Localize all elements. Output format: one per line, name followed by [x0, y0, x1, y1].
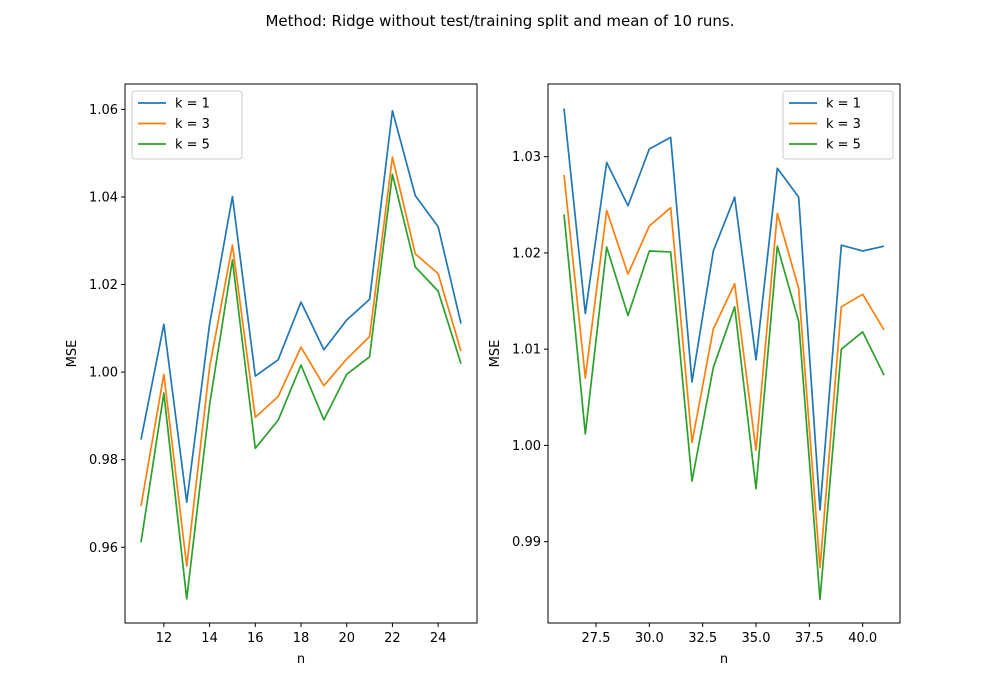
left-legend-label: k = 1 [175, 97, 210, 112]
right-x-tick-label: 37.5 [795, 631, 824, 646]
left-y-tick-label: 1.06 [89, 103, 118, 118]
right-x-tick-label: 40.0 [848, 631, 877, 646]
left-y-tick-label: 1.04 [89, 190, 118, 205]
right-series-line-k3 [563, 174, 885, 569]
right-y-tick-label: 1.02 [512, 246, 541, 261]
right-x-tick-label: 30.0 [635, 631, 664, 646]
left-y-tick-label: 1.02 [89, 278, 118, 293]
left-series-line-k3 [140, 156, 462, 567]
right-y-tick-label: 1.01 [512, 343, 541, 358]
left-x-tick-label: 24 [430, 631, 447, 646]
right-plot-panel: n MSE 27.5 30.0 32.5 35.0 37.5 40.0 0.99 1.00 1.… [488, 83, 901, 667]
right-series-line-k1 [563, 108, 885, 511]
right-y-tick-label: 1.00 [512, 439, 541, 454]
right-x-tick-label: 27.5 [582, 631, 611, 646]
right-x-axis-label: n [720, 652, 728, 667]
right-y-tick-label: 0.99 [512, 535, 541, 550]
left-series-line-k5 [140, 173, 462, 600]
right-series-line-k5 [563, 214, 885, 601]
right-plot-frame [547, 83, 901, 624]
left-x-axis-label: n [297, 652, 305, 667]
right-legend-label: k = 1 [826, 97, 861, 112]
left-plot-frame [124, 83, 478, 624]
left-x-tick-label: 20 [338, 631, 355, 646]
left-y-tick-label: 0.98 [89, 453, 118, 468]
right-legend-box [782, 90, 894, 160]
right-x-tick-label: 35.0 [742, 631, 771, 646]
left-y-tick-label: 1.00 [89, 366, 118, 381]
left-legend-box [131, 90, 243, 160]
right-series-group [563, 108, 885, 601]
left-x-tick-label: 14 [201, 631, 218, 646]
left-tick-group: 12 14 16 18 20 22 24 0.96 0.98 1.00 1.02 1.04 1.06 [89, 103, 446, 646]
right-legend: k = 1 k = 3 k = 5 [782, 90, 894, 160]
left-y-tick-label: 0.96 [89, 541, 118, 556]
right-legend-label: k = 3 [826, 117, 861, 132]
right-tick-group: 27.5 30.0 32.5 35.0 37.5 40.0 0.99 1.00 1.01 1.02… [512, 150, 877, 646]
left-x-tick-label: 18 [293, 631, 310, 646]
left-y-axis-label: MSE [65, 340, 80, 368]
right-y-axis-label: MSE [488, 340, 503, 368]
left-x-tick-label: 22 [384, 631, 401, 646]
left-x-tick-label: 16 [247, 631, 264, 646]
right-x-tick-label: 32.5 [688, 631, 717, 646]
left-plot-panel: n MSE 12 14 16 18 20 22 24 0.96 0.98 1.00 1.02 1.04… [65, 83, 478, 667]
left-legend-label: k = 3 [175, 117, 210, 132]
left-series-line-k1 [140, 109, 462, 503]
left-legend: k = 1 k = 3 k = 5 [131, 90, 243, 160]
left-series-group [140, 109, 462, 600]
right-y-tick-label: 1.03 [512, 150, 541, 165]
left-x-tick-label: 12 [156, 631, 173, 646]
figure-suptitle: Method: Ridge without test/training spli… [265, 12, 734, 30]
right-legend-label: k = 5 [826, 138, 861, 153]
left-legend-label: k = 5 [175, 138, 210, 153]
